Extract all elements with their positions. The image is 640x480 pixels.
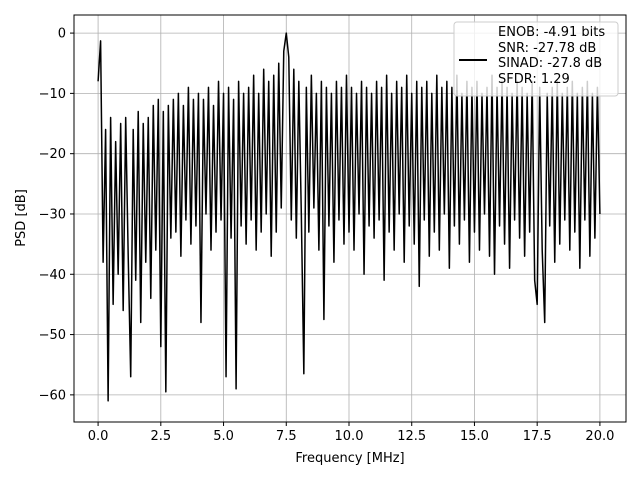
y-tick-label: −30	[39, 207, 66, 222]
x-tick-label: 0.0	[88, 429, 109, 444]
y-tick-label: −20	[39, 147, 66, 162]
x-tick-label: 7.5	[276, 429, 297, 444]
legend-label: ENOB: -4.91 bits SNR: -27.78 dB SINAD: -…	[498, 25, 606, 87]
axes-frame	[73, 14, 627, 423]
y-tick-label: −40	[39, 268, 66, 283]
psd-line	[97, 32, 601, 402]
y-axis-label: PSD [dB]	[14, 189, 29, 247]
y-tick-label: −10	[39, 87, 66, 102]
y-tick-label: −50	[39, 328, 66, 343]
x-tick-label: 17.5	[523, 429, 552, 444]
y-tick-label: −60	[39, 388, 66, 403]
legend-box	[453, 21, 619, 97]
x-tick-label: 15.0	[460, 429, 489, 444]
x-axis-label: Frequency [MHz]	[295, 451, 404, 466]
x-tick-label: 10.0	[335, 429, 364, 444]
x-tick-label: 2.5	[150, 429, 171, 444]
x-tick-label: 12.5	[397, 429, 426, 444]
plot-area	[97, 32, 601, 402]
y-tick-label: 0	[58, 27, 66, 42]
x-tick-label: 20.0	[585, 429, 614, 444]
legend	[453, 21, 619, 97]
x-tick-label: 5.0	[213, 429, 234, 444]
